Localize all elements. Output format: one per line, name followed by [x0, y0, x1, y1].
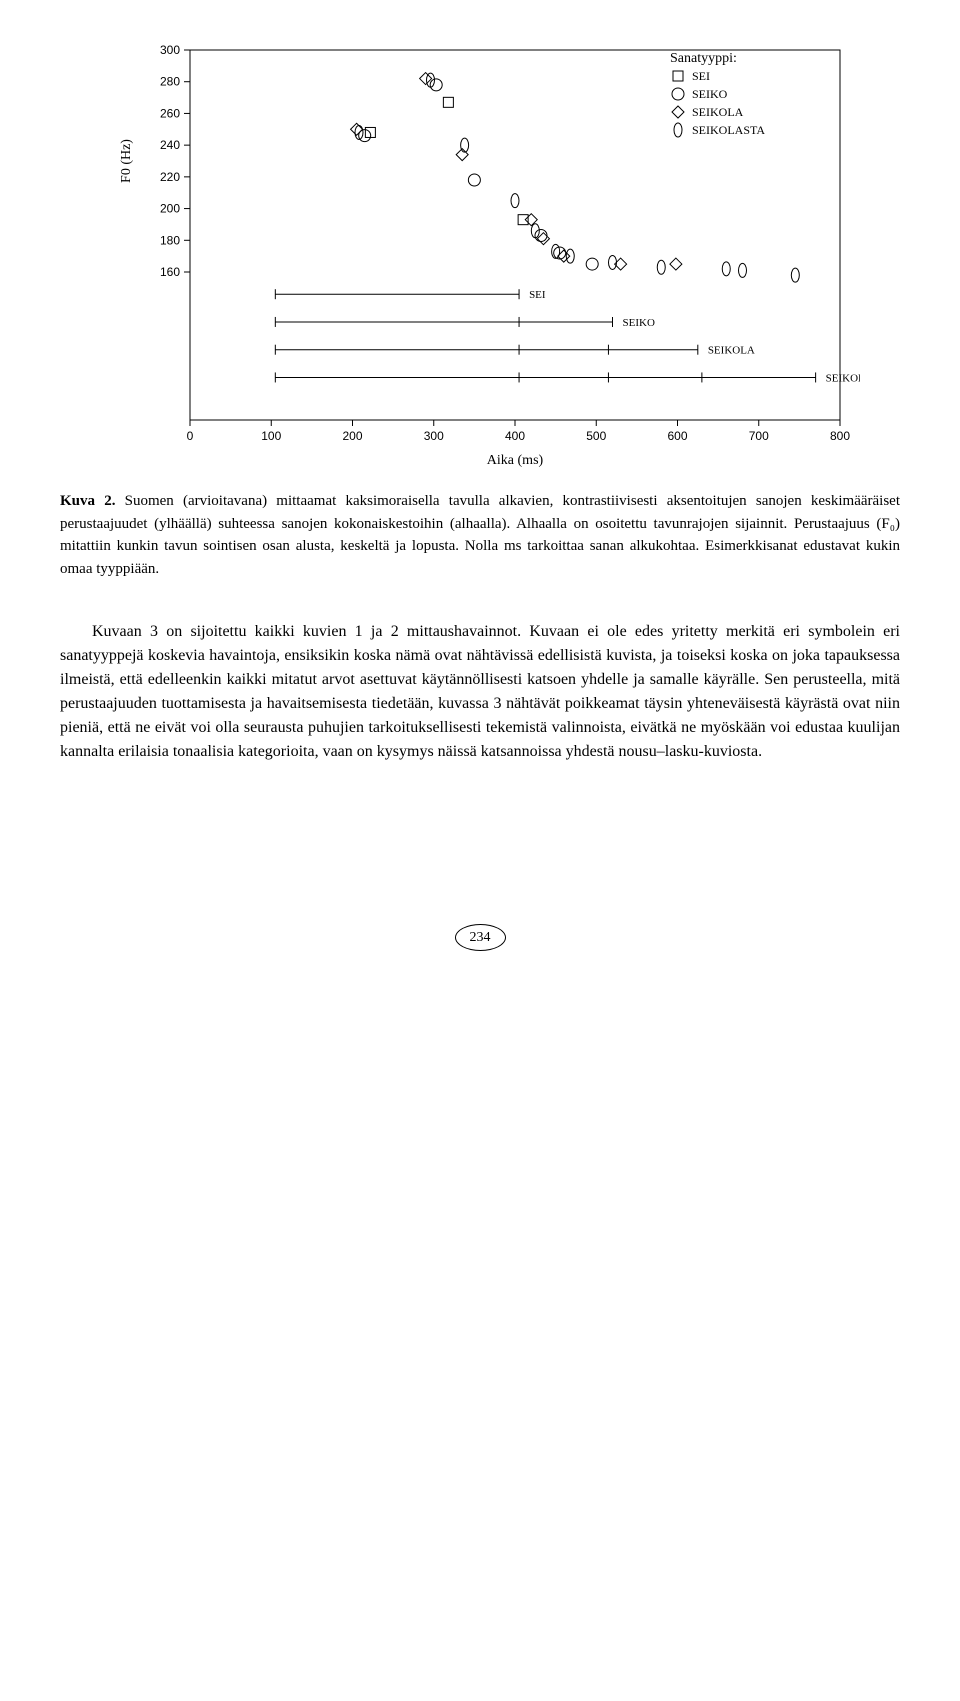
- svg-text:400: 400: [505, 429, 525, 443]
- page-number-container: 234: [60, 924, 900, 951]
- svg-text:200: 200: [342, 429, 362, 443]
- page-number: 234: [455, 924, 506, 951]
- f0-scatter-chart: 160 180 200 220 240 260 280 300 0 100 200 300 400 500…: [100, 40, 860, 470]
- svg-text:220: 220: [160, 170, 180, 184]
- svg-text:SEI: SEI: [529, 289, 546, 301]
- svg-text:300: 300: [160, 43, 180, 57]
- svg-text:100: 100: [261, 429, 281, 443]
- svg-text:800: 800: [830, 429, 850, 443]
- svg-text:500: 500: [586, 429, 606, 443]
- svg-text:200: 200: [160, 202, 180, 216]
- caption-text: Suomen (arvioitavana) mittaamat kaksimor…: [60, 493, 900, 577]
- svg-text:260: 260: [160, 106, 180, 120]
- svg-text:Sanatyyppi:: Sanatyyppi:: [670, 51, 737, 66]
- svg-text:SEIKOLASTA: SEIKOLASTA: [692, 123, 765, 137]
- svg-text:SEIKO: SEIKO: [623, 317, 655, 329]
- body-paragraph: Kuvaan 3 on sijoitettu kaikki kuvien 1 j…: [60, 620, 900, 764]
- svg-text:SEI: SEI: [692, 69, 710, 83]
- chart-container: 160 180 200 220 240 260 280 300 0 100 200 300 400 500…: [60, 40, 900, 470]
- caption-lead: Kuva 2.: [60, 493, 115, 509]
- svg-text:600: 600: [667, 429, 687, 443]
- svg-text:280: 280: [160, 75, 180, 89]
- svg-text:SEIKOLA: SEIKOLA: [708, 345, 755, 357]
- svg-text:F0 (Hz): F0 (Hz): [119, 139, 134, 183]
- svg-text:300: 300: [424, 429, 444, 443]
- svg-text:0: 0: [187, 429, 194, 443]
- svg-text:180: 180: [160, 233, 180, 247]
- svg-text:160: 160: [160, 265, 180, 279]
- svg-text:700: 700: [749, 429, 769, 443]
- svg-text:SEIKO: SEIKO: [692, 87, 728, 101]
- svg-text:240: 240: [160, 138, 180, 152]
- figure-caption: Kuva 2. Suomen (arvioitavana) mittaamat …: [60, 490, 900, 580]
- svg-text:SEIKOLASTA: SEIKOLASTA: [826, 372, 860, 384]
- svg-text:Aika (ms): Aika (ms): [487, 453, 544, 468]
- svg-text:SEIKOLA: SEIKOLA: [692, 105, 744, 119]
